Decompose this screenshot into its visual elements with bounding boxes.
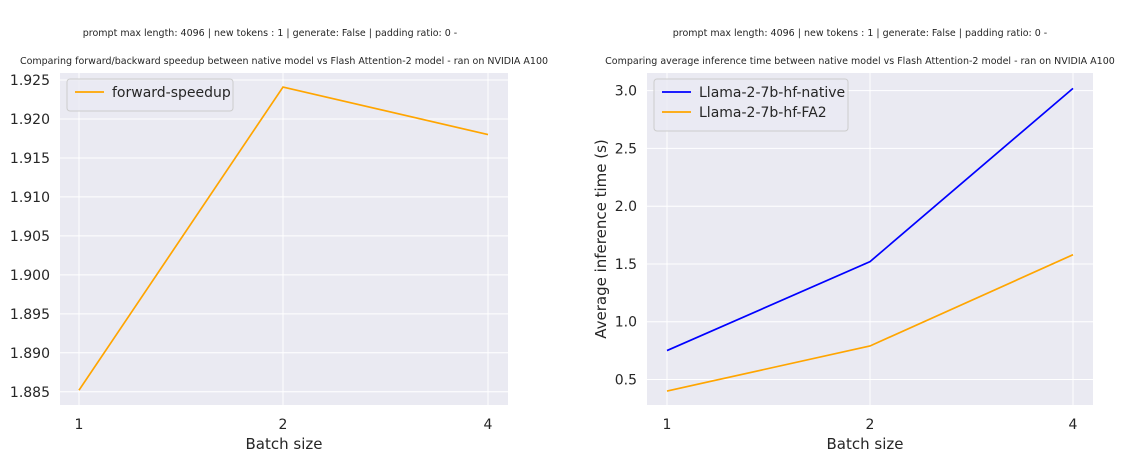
legend: forward-speedup xyxy=(66,78,234,112)
series-line-forward-speedup xyxy=(78,86,489,391)
y-tick-label: 3.0 xyxy=(615,84,637,100)
y-tick-label: 1.910 xyxy=(10,190,50,206)
legend-box xyxy=(66,78,234,112)
x-axis-label: Batch size xyxy=(246,435,323,453)
x-tick-label: 4 xyxy=(484,417,493,433)
suptitle: prompt max length: 4096 | new tokens : 1… xyxy=(673,28,1048,39)
y-tick-label: 1.885 xyxy=(10,385,50,401)
x-tick-label: 2 xyxy=(279,417,288,433)
y-tick-label: 1.925 xyxy=(10,73,50,89)
y-tick-label: 2.0 xyxy=(615,199,637,215)
y-tick-label: 1.5 xyxy=(615,257,637,273)
x-tick-label: 1 xyxy=(663,417,672,433)
x-axis-label: Batch size xyxy=(827,435,904,453)
y-tick-label: 1.915 xyxy=(10,151,50,167)
series-line-Llama-2-7b-hf-FA2 xyxy=(666,253,1074,392)
y-tick-label: 1.905 xyxy=(10,229,50,245)
y-tick-label: 1.890 xyxy=(10,346,50,362)
chart-2: prompt max length: 4096 | new tokens : 1… xyxy=(592,28,1115,453)
chart-title: Comparing forward/backward speedup betwe… xyxy=(20,56,548,67)
plot-area xyxy=(60,73,508,405)
chart-title: Comparing average inference time between… xyxy=(605,56,1115,67)
legend: Llama-2-7b-hf-native Llama-2-7b-hf-FA2 xyxy=(653,78,849,132)
x-tick-label: 2 xyxy=(866,417,875,433)
y-tick-label: 1.900 xyxy=(10,268,50,284)
chart-1: prompt max length: 4096 | new tokens : 1… xyxy=(10,28,548,453)
y-tick-label: 1.920 xyxy=(10,112,50,128)
y-axis-label: Average inference time (s) xyxy=(592,139,610,339)
y-tick-label: 0.5 xyxy=(615,372,637,388)
series-line-Llama-2-7b-hf-native xyxy=(666,87,1074,352)
x-tick-label: 1 xyxy=(75,417,84,433)
legend-box xyxy=(653,78,849,132)
y-tick-label: 2.5 xyxy=(615,141,637,157)
y-tick-label: 1.895 xyxy=(10,307,50,323)
x-tick-label: 4 xyxy=(1069,417,1078,433)
y-tick-label: 1.0 xyxy=(615,315,637,331)
legend-label: forward-speedup xyxy=(112,85,231,101)
legend-label: Llama-2-7b-hf-native xyxy=(699,85,845,101)
legend-label: Llama-2-7b-hf-FA2 xyxy=(699,105,827,121)
suptitle: prompt max length: 4096 | new tokens : 1… xyxy=(83,28,458,39)
